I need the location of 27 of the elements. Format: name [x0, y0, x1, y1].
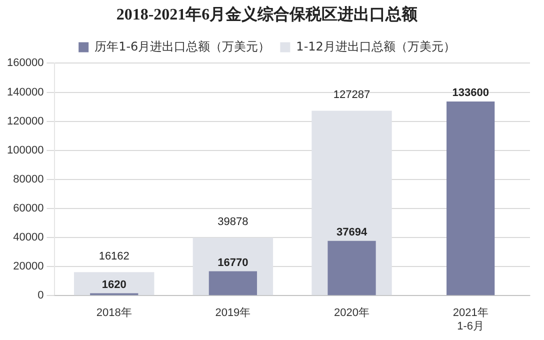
x-tick-label: 2020年	[334, 307, 370, 320]
data-label: 16770	[218, 256, 248, 269]
y-tick-label: 20000	[13, 260, 44, 273]
x-tick-label: 2019年	[215, 307, 251, 320]
data-label: 133600	[452, 87, 489, 100]
x-tick-label: 2021年1-6月	[452, 307, 488, 332]
legend-label: 1-12月进出口总额（万美元）	[296, 39, 456, 54]
bar	[446, 102, 495, 296]
chart-title: 2018-2021年6月金义综合保税区进出口总额	[116, 6, 419, 24]
y-tick-label: 60000	[13, 202, 44, 214]
legend-label: 历年1-6月进出口总额（万美元）	[94, 39, 270, 54]
bar	[208, 271, 258, 296]
y-tick-label: 80000	[13, 173, 44, 186]
data-label: 16162	[98, 250, 130, 263]
y-tick-label: 0	[38, 290, 44, 302]
data-label: 1620	[102, 278, 126, 291]
y-tick-label: 120000	[6, 115, 44, 128]
data-label: 37694	[336, 226, 368, 238]
y-tick-label: 100000	[6, 144, 44, 156]
y-tick-label: 140000	[6, 86, 44, 98]
y-tick-label: 40000	[13, 232, 44, 244]
bar	[328, 240, 376, 296]
x-tick-label: 2018年	[96, 307, 132, 320]
data-label: 39878	[218, 216, 248, 228]
data-label: 127287	[333, 89, 370, 102]
y-tick-label: 160000	[6, 57, 44, 70]
bar	[74, 272, 154, 296]
